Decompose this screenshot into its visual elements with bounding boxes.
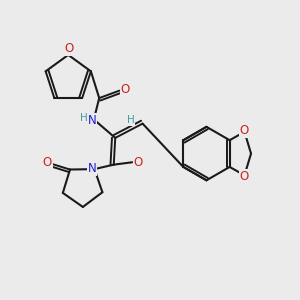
Text: H: H — [127, 116, 134, 125]
Text: O: O — [240, 170, 249, 183]
Text: O: O — [64, 42, 74, 56]
Text: N: N — [88, 114, 96, 127]
Text: H: H — [80, 113, 88, 123]
Text: O: O — [43, 157, 52, 169]
Text: N: N — [88, 162, 96, 175]
Text: O: O — [240, 124, 249, 137]
Text: O: O — [134, 156, 143, 169]
Text: O: O — [121, 83, 130, 96]
